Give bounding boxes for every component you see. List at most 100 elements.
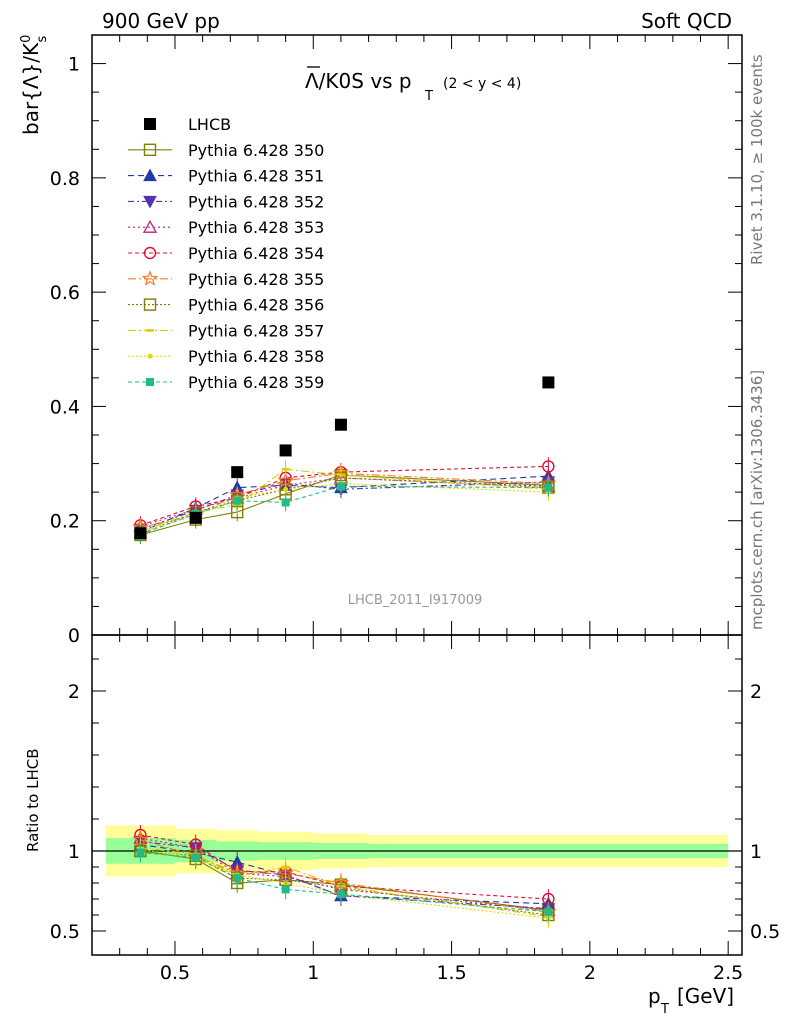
ratio-y-tick-label-right-2: 2 (750, 681, 762, 703)
legend-item-0: LHCB (144, 115, 231, 134)
legend-label-7: Pythia 6.428 356 (188, 296, 324, 315)
ratio-y-tick-label-2: 2 (68, 681, 80, 703)
legend-marker-0 (144, 118, 156, 130)
main-data-point-4 (334, 418, 347, 431)
main-y-tick-label-4: 0.8 (50, 168, 80, 190)
legend-item-3: Pythia 6.428 352 (128, 192, 324, 211)
main-y-tick-label-2: 0.4 (50, 396, 80, 418)
main-series-8-line (140, 483, 549, 533)
main-data-point-2 (231, 466, 244, 479)
svg-text:bar{Λ}/K0s: bar{Λ}/K0s (19, 35, 50, 135)
rivet-label-text: Rivet 3.1.10, ≥ 100k events (748, 54, 766, 265)
legend-label-0: LHCB (188, 115, 231, 134)
x-axis-label-unit: [GeV] (677, 984, 734, 1008)
ratio-series-9 (136, 842, 553, 922)
x-tick-label-3: 2 (584, 962, 596, 984)
legend-item-6: Pythia 6.428 355 (128, 270, 324, 289)
main-y-tick-label-5: 1 (68, 54, 80, 76)
ratio-y-tick-labels: 0.5 0.5 1 1 2 2 (50, 681, 780, 943)
ratio-panel: 0.5 0.5 1 1 2 2 0.5 1 1.5 2 2.5 (50, 35, 780, 984)
legend-item-2: Pythia 6.428 351 (128, 167, 324, 186)
legend-item-5: Pythia 6.428 354 (128, 244, 324, 263)
main-series-3-line (140, 477, 549, 527)
x-tick-labels: 0.5 1 1.5 2 2.5 (160, 962, 743, 984)
ratio-series-9-point-4 (336, 890, 345, 899)
x-ticks (91, 35, 729, 955)
legend-label-3: Pythia 6.428 352 (188, 192, 324, 211)
legend-item-8: Pythia 6.428 357 (128, 321, 324, 340)
ratio-y-ticks (92, 658, 742, 932)
mcplots-label: mcplots.cern.ch [arXiv:1306.3436] (748, 370, 766, 630)
ratio-series-9-point-1 (191, 853, 200, 862)
plot-title: Λ/K0S vs p T (2 < y < 4) (305, 66, 521, 104)
x-tick-label-1: 1 (307, 962, 319, 984)
main-series-9-point-4 (336, 482, 345, 491)
legend-marker-2 (143, 168, 157, 182)
title-range: (2 < y < 4) (443, 76, 521, 92)
main-panel: 0 0.2 0.4 0.6 0.8 1 (50, 34, 743, 647)
legend-item-4: Pythia 6.428 353 (128, 218, 324, 237)
mcplots-label-text: mcplots.cern.ch [arXiv:1306.3436] (748, 370, 766, 630)
y-axis-label-sup: 0 (19, 35, 34, 43)
main-series-8-point-3 (283, 486, 289, 492)
legend-label-2: Pythia 6.428 351 (188, 167, 324, 186)
y-axis-label: bar{Λ}/K0s (19, 35, 50, 135)
main-y-tick-label-1: 0.2 (50, 511, 80, 533)
ratio-series-6-line (140, 850, 549, 916)
x-axis-label: p T [GeV] (648, 984, 734, 1017)
ratio-series-7-line (140, 847, 549, 918)
ratio-series-8-line (140, 848, 549, 919)
x-tick-label-0: 0.5 (160, 962, 190, 984)
title-main: Λ/K0S vs p (305, 69, 412, 93)
ratio-frame (91, 634, 743, 956)
legend-label-4: Pythia 6.428 353 (188, 218, 324, 237)
header-left: 900 GeV pp (102, 9, 220, 33)
legend-item-7: Pythia 6.428 356 (128, 296, 324, 315)
header-right: Soft QCD (641, 9, 732, 33)
main-series-9-point-5 (544, 483, 553, 492)
legend-marker-6 (141, 270, 159, 286)
ratio-series-9-point-5 (544, 907, 553, 916)
legend: LHCB Pythia 6.428 350 Pythia 6.428 351 Pyth… (128, 115, 324, 392)
legend-marker-4 (142, 219, 158, 233)
legend-label-1: Pythia 6.428 350 (188, 141, 324, 160)
ratio-series-3-line (140, 837, 549, 911)
rivet-label: Rivet 3.1.10, ≥ 100k events (748, 54, 766, 265)
ratio-y-tick-label-1: 1 (68, 841, 80, 863)
main-series-9 (136, 477, 553, 544)
title-main-sub: T (424, 89, 433, 104)
legend-label-6: Pythia 6.428 355 (188, 270, 324, 289)
ratio-series-9-point-2 (233, 874, 242, 883)
main-data-point-3 (279, 444, 292, 457)
main-series-2-line (140, 481, 549, 530)
main-series-9-point-2 (233, 496, 242, 505)
ratio-y-tick-label-0: 0.5 (50, 921, 80, 943)
main-series-9-point-3 (281, 498, 290, 507)
legend-item-9: Pythia 6.428 358 (128, 347, 324, 366)
legend-marker-3 (143, 195, 157, 209)
legend-label-9: Pythia 6.428 358 (188, 347, 324, 366)
ratio-y-axis-label: Ratio to LHCB (24, 748, 42, 852)
main-series-9-line (140, 485, 549, 535)
legend-marker-1 (143, 143, 157, 157)
x-axis-label-p: p (648, 984, 661, 1008)
x-tick-label-2: 1.5 (436, 962, 466, 984)
analysis-id: LHCB_2011_I917009 (348, 593, 483, 608)
legend-marker-5 (143, 246, 157, 260)
main-series-7-line (140, 468, 549, 532)
ratio-y-tick-label-right-1: 1 (750, 841, 762, 863)
ratio-series-5-line (140, 839, 549, 913)
legend-marker-9 (147, 353, 153, 359)
main-data-point-0 (134, 527, 147, 540)
ratio-series-9-point-3 (281, 885, 290, 894)
main-y-tick-label-3: 0.6 (50, 282, 80, 304)
main-data-point-5 (542, 376, 555, 389)
main-data-point-1 (189, 511, 202, 524)
main-series-0-line (140, 474, 549, 536)
legend-item-10: Pythia 6.428 359 (128, 373, 324, 392)
legend-label-5: Pythia 6.428 354 (188, 244, 324, 263)
ratio-y-tick-label-right-0: 0.5 (750, 921, 780, 943)
legend-label-8: Pythia 6.428 357 (188, 321, 324, 340)
main-series-5-line (140, 472, 549, 529)
